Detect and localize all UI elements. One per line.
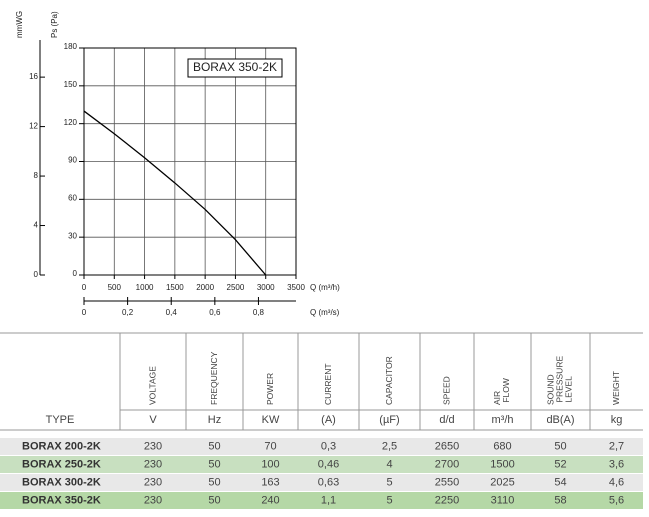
unit: dB(A): [546, 414, 574, 426]
column-header: SPEED: [441, 376, 451, 405]
x2-tick-label: 0,4: [166, 308, 178, 317]
x-tick-label: 0: [82, 283, 87, 292]
cell: 52: [554, 458, 566, 470]
x-tick-label: 3500: [287, 283, 305, 292]
cell: 1500: [490, 458, 514, 470]
y2-tick-label: 16: [29, 72, 38, 81]
y-tick-label: 0: [73, 269, 78, 278]
cell: 50: [554, 440, 566, 452]
cell: 70: [264, 440, 276, 452]
cell: 0,63: [318, 476, 339, 488]
unit: V: [149, 414, 157, 426]
cell: 58: [554, 494, 566, 506]
y2-tick-label: 0: [34, 270, 39, 279]
x-tick-label: 1500: [166, 283, 184, 292]
y-tick-label: 90: [68, 156, 77, 165]
cell: 50: [208, 476, 220, 488]
x2-tick-label: 0: [82, 308, 87, 317]
column-header: FREQUENCY: [209, 351, 219, 405]
column-header: VOLTAGE: [147, 366, 157, 405]
x-tick-label: 3000: [257, 283, 275, 292]
x2-tick-label: 0,6: [209, 308, 221, 317]
column-header: CURRENT: [323, 363, 333, 405]
cell: 0,3: [321, 440, 336, 452]
column-header: CAPACITOR: [384, 356, 394, 405]
unit: (µF): [379, 414, 399, 426]
cell: 50: [208, 458, 220, 470]
y2-tick-label: 12: [29, 122, 38, 131]
x-tick-label: 500: [108, 283, 122, 292]
unit: m³/h: [492, 414, 514, 426]
row-bg: [0, 474, 643, 491]
cell: BORAX 300-2K: [22, 476, 101, 488]
unit: d/d: [439, 414, 454, 426]
cell: 54: [554, 476, 566, 488]
y-tick-label: 120: [64, 118, 78, 127]
cell: 2,7: [609, 440, 624, 452]
cell: 230: [144, 494, 162, 506]
cell: 680: [493, 440, 511, 452]
cell: 5: [386, 476, 392, 488]
x2-tick-label: 0,2: [122, 308, 134, 317]
cell: 2700: [435, 458, 459, 470]
row-bg: [0, 456, 643, 473]
column-header: POWER: [265, 373, 275, 405]
unit: KW: [262, 414, 280, 426]
cell: 0,46: [318, 458, 339, 470]
x-axis-label: Q (m³/h): [310, 283, 340, 292]
cell: 2025: [490, 476, 514, 488]
row-bg: [0, 492, 643, 509]
cell: BORAX 350-2K: [22, 494, 101, 506]
y-tick-label: 150: [64, 80, 78, 89]
cell: 5: [386, 494, 392, 506]
cell: BORAX 200-2K: [22, 440, 101, 452]
cell: 2,5: [382, 440, 397, 452]
cell: 3110: [491, 494, 515, 506]
cell: 2550: [435, 476, 459, 488]
y-tick-label: 60: [68, 193, 77, 202]
annotation: BORAX 350-2K: [193, 60, 277, 74]
column-header: SOUND PRESSURE LEVEL: [546, 356, 574, 405]
x-tick-label: 2500: [227, 283, 245, 292]
cell: 100: [261, 458, 279, 470]
cell: 230: [144, 440, 162, 452]
cell: 230: [144, 458, 162, 470]
unit: (A): [321, 414, 336, 426]
cell: 3,6: [609, 458, 624, 470]
cell: 240: [261, 494, 279, 506]
cell: 50: [208, 494, 220, 506]
x-tick-label: 2000: [196, 283, 214, 292]
column-header: TYPE: [46, 414, 75, 426]
cell: 4,6: [609, 476, 624, 488]
y-tick-label: 30: [68, 231, 77, 240]
unit: kg: [611, 414, 623, 426]
plot-frame: [83, 47, 297, 276]
annotation-box: [187, 58, 283, 78]
x2-tick-label: 0,8: [253, 308, 265, 317]
cell: 4: [386, 458, 392, 470]
cell: BORAX 250-2K: [22, 458, 101, 470]
row-bg: [0, 438, 643, 455]
y-axis-label: Ps (Pa): [50, 11, 59, 38]
cell: 2250: [435, 494, 459, 506]
unit: Hz: [208, 414, 221, 426]
cell: 50: [208, 440, 220, 452]
curve: [83, 110, 267, 276]
x-tick-label: 1000: [136, 283, 154, 292]
cell: 5,6: [609, 494, 624, 506]
cell: 1,1: [321, 494, 336, 506]
y-tick-label: 180: [64, 42, 78, 51]
y2-tick-label: 4: [34, 221, 39, 230]
x2-axis-label: Q (m³/s): [310, 308, 340, 317]
column-header: WEIGHT: [611, 371, 621, 405]
cell: 230: [144, 476, 162, 488]
cell: 163: [261, 476, 279, 488]
y2-tick-label: 8: [34, 171, 39, 180]
cell: 2650: [435, 440, 459, 452]
column-header: AIR FLOW: [492, 378, 511, 405]
y2-axis-label: mmWG: [15, 11, 24, 38]
